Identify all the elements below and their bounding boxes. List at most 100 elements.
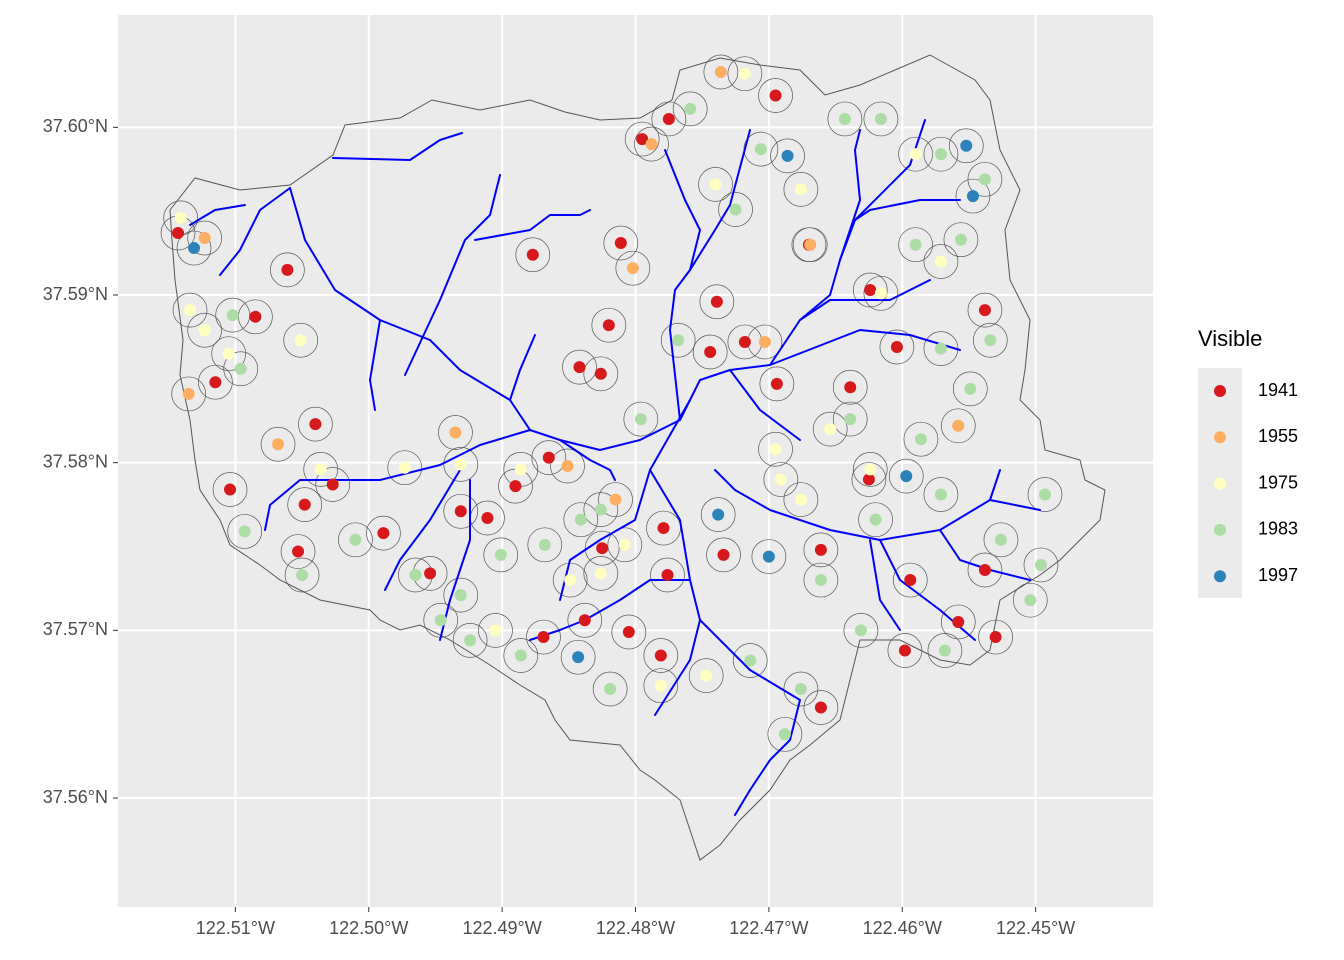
buffer [767,716,803,752]
point [537,631,550,644]
point [198,232,211,244]
buffer [592,671,628,707]
buffer [198,364,233,400]
legend-label: 1983 [1258,519,1298,539]
buffer [603,225,639,261]
point [561,460,574,473]
point [662,112,675,125]
buffer [940,604,976,640]
point [174,211,187,224]
legend-label: 1997 [1258,565,1298,585]
buffer [703,54,739,90]
point [226,309,239,322]
legend: Visible 1941 1955 1975 1983 1997 [1198,326,1298,598]
buffer [803,562,839,598]
point [454,505,467,518]
point [654,679,667,692]
buffer [567,602,603,638]
point [574,513,587,526]
point [684,102,697,115]
buffer [452,623,488,658]
point [854,624,867,637]
buffer [783,172,819,207]
buffer [550,448,585,484]
buffer [284,557,320,593]
buffer [650,557,685,593]
legend-key [1214,477,1226,490]
point [900,470,913,483]
point [578,614,591,627]
point [794,183,807,196]
buffer [827,101,863,137]
river [769,329,961,366]
buffer [803,690,839,725]
buffer [927,633,963,668]
buffer [832,369,868,405]
point [618,538,631,551]
point [738,67,751,80]
buffer [280,534,316,569]
buffer [898,227,933,263]
buffer [672,91,708,127]
point [634,413,647,426]
point [449,426,462,439]
buffer [287,487,323,522]
buffer [851,462,887,497]
point [778,728,791,741]
legend-key [1214,523,1226,536]
buffer [732,643,768,678]
point [978,304,991,317]
point [657,522,670,535]
point [938,644,951,657]
river [869,539,901,631]
point [804,238,817,251]
point [298,498,311,511]
buffer [1023,547,1059,583]
buffer [758,78,793,113]
point [184,304,197,317]
x-tick-label: 122.50°W [329,918,408,938]
buffer [858,502,893,538]
point [862,473,875,486]
buffer [651,101,687,137]
river [369,319,381,411]
buffer [527,527,563,563]
buffer [763,462,799,497]
point [904,574,917,587]
buffer [783,671,819,707]
buffer [171,376,207,412]
buffer [187,312,223,348]
point [729,203,742,216]
point [914,433,927,446]
buffer [366,515,401,551]
point [349,533,362,546]
point [952,615,965,628]
buffer [812,411,848,447]
point [494,548,507,561]
point [874,287,887,300]
buffer [607,527,643,563]
x-tick-label: 122.49°W [462,918,541,938]
river [729,369,801,441]
buffer [583,492,619,527]
buffer [443,493,479,529]
point [294,334,307,347]
axes: 122.51°W 122.50°W 122.49°W 122.48°W 122.47°W… [43,116,1076,938]
buffer [688,658,724,693]
buffer [227,514,263,549]
point [712,508,725,521]
point [314,463,327,476]
point [594,503,607,516]
point [609,493,622,506]
buffer [223,351,259,387]
point [398,461,411,474]
legend-label: 1955 [1258,426,1298,446]
buffer [298,406,333,442]
buffer [718,192,753,227]
buffer [948,128,984,164]
point [714,66,727,79]
point [222,347,235,360]
point [769,443,782,456]
buffer [751,539,787,574]
buffer [699,284,735,320]
